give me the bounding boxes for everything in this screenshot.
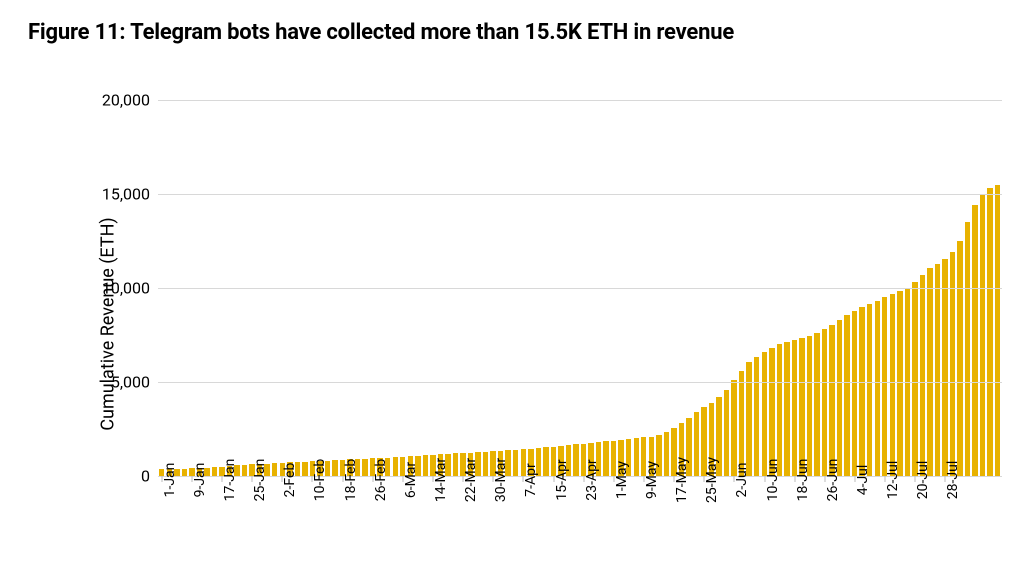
x-tick-label: 17-May xyxy=(674,457,690,503)
x-tick-label: 26-Jun xyxy=(825,459,841,502)
x-tick-label: 12-Jul xyxy=(885,461,901,499)
bar xyxy=(837,320,842,476)
x-tick-label: 30-Mar xyxy=(493,458,509,502)
bar xyxy=(995,185,1000,476)
bar xyxy=(393,457,398,476)
bar xyxy=(965,222,970,476)
x-tick-label: 2-Feb xyxy=(282,463,298,498)
bar xyxy=(777,344,782,476)
y-tick-label: 20,000 xyxy=(102,91,150,110)
y-tick-label: 0 xyxy=(141,467,150,486)
x-tick-label: 17-Jan xyxy=(222,459,238,502)
x-tick-label: 10-Jun xyxy=(765,459,781,502)
bar xyxy=(724,390,729,476)
x-tick-label: 26-Feb xyxy=(373,459,389,502)
gridline xyxy=(158,382,1002,383)
bar xyxy=(859,307,864,476)
bar xyxy=(694,412,699,476)
bar xyxy=(242,465,247,476)
bar xyxy=(769,348,774,476)
bar xyxy=(927,268,932,476)
eth-revenue-bar-chart: Cumulative Revenue (ETH) 05,00010,00015,… xyxy=(78,100,1002,548)
x-tick-label: 4-Jul xyxy=(855,465,871,496)
x-tick-label: 7-Apr xyxy=(523,463,539,496)
bar xyxy=(739,371,744,476)
x-tick-label: 18-Feb xyxy=(343,459,359,502)
plot-area: 05,00010,00015,00020,000 xyxy=(158,100,1002,476)
bar xyxy=(814,333,819,476)
x-tick-label: 1-May xyxy=(614,461,630,499)
x-tick-label: 25-May xyxy=(704,457,720,503)
y-tick-label: 10,000 xyxy=(102,279,150,298)
y-axis-label: Cumulative Revenue (ETH) xyxy=(98,217,119,430)
bar xyxy=(807,336,812,476)
bar xyxy=(987,188,992,476)
bar xyxy=(980,194,985,476)
bar xyxy=(920,275,925,476)
bar xyxy=(746,362,751,476)
bar xyxy=(762,352,767,476)
bar xyxy=(829,325,834,476)
bar xyxy=(875,301,880,476)
x-tick-label: 22-Mar xyxy=(463,458,479,502)
bar xyxy=(483,452,488,476)
x-tick-label: 23-Apr xyxy=(584,459,600,500)
bar xyxy=(844,315,849,476)
bar xyxy=(272,463,277,476)
y-tick-label: 5,000 xyxy=(111,373,150,392)
bar xyxy=(453,453,458,476)
bar xyxy=(799,338,804,476)
x-tick-label: 20-Jul xyxy=(915,461,931,499)
gridline xyxy=(158,288,1002,289)
x-tick-label: 2-Jun xyxy=(734,463,750,498)
bar xyxy=(972,205,977,476)
x-tick-label: 28-Jul xyxy=(945,461,961,499)
x-tick-label: 9-May xyxy=(644,461,660,499)
bar xyxy=(935,264,940,476)
bar xyxy=(852,311,857,476)
bar xyxy=(792,340,797,476)
bar xyxy=(603,441,608,476)
bar xyxy=(423,455,428,476)
gridline xyxy=(158,194,1002,195)
bar xyxy=(543,447,548,476)
bar xyxy=(302,462,307,476)
bar xyxy=(362,459,367,476)
x-tick-label: 18-Jun xyxy=(795,459,811,502)
bar xyxy=(212,467,217,476)
bar xyxy=(957,241,962,476)
bar xyxy=(822,329,827,476)
x-tick-label: 25-Jan xyxy=(252,459,268,502)
bar xyxy=(882,297,887,476)
bar xyxy=(784,342,789,476)
bar xyxy=(897,291,902,476)
figure-title: Figure 11: Telegram bots have collected … xyxy=(28,20,1002,45)
x-tick-label: 6-Mar xyxy=(403,462,419,498)
bar xyxy=(890,294,895,476)
bar xyxy=(912,282,917,476)
x-tick-label: 14-Mar xyxy=(433,458,449,502)
bar xyxy=(867,304,872,476)
x-tick-label: 10-Feb xyxy=(312,459,328,502)
bar xyxy=(573,444,578,476)
x-tick-label: 15-Apr xyxy=(554,459,570,500)
x-tick-label: 9-Jan xyxy=(192,463,208,498)
bar xyxy=(513,450,518,476)
y-tick-label: 15,000 xyxy=(102,185,150,204)
gridline xyxy=(158,100,1002,101)
bar xyxy=(754,357,759,476)
bar xyxy=(332,460,337,476)
x-tick-label: 1-Jan xyxy=(162,463,178,498)
bar xyxy=(182,469,187,476)
x-axis-labels: 1-Jan9-Jan17-Jan25-Jan2-Feb10-Feb18-Feb2… xyxy=(158,476,1002,548)
bar xyxy=(942,259,947,476)
bar xyxy=(950,252,955,476)
bar xyxy=(634,438,639,476)
bar xyxy=(664,432,669,476)
